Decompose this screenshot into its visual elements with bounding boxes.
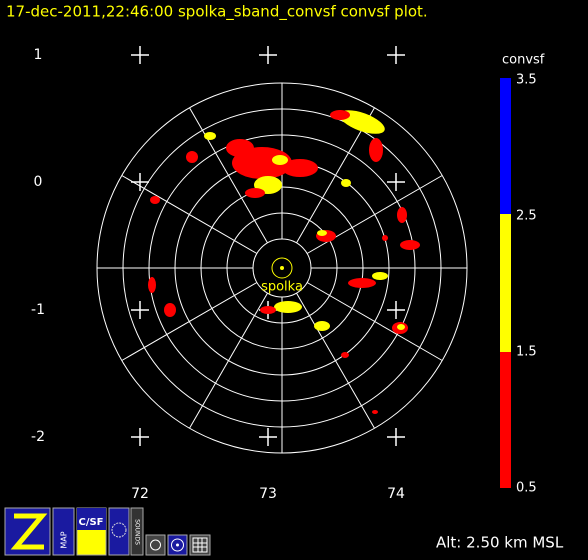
x-label: 72	[131, 486, 149, 502]
echo	[369, 138, 383, 162]
button-icon	[176, 543, 179, 547]
button-label: SOUNDS	[134, 519, 141, 545]
colorbar-label: 0.5	[516, 481, 537, 496]
radial-line	[306, 282, 443, 361]
echo	[372, 410, 378, 414]
zoom-icon	[10, 513, 48, 550]
view-button[interactable]	[145, 534, 166, 556]
x-label: 73	[259, 486, 277, 502]
echo	[186, 151, 198, 163]
map-button[interactable]: MAP	[52, 507, 75, 556]
toolbar: MAP C/SF SOUNDS	[4, 507, 211, 556]
zoom-button[interactable]	[4, 507, 51, 556]
colorbar-segment	[500, 214, 511, 352]
radial-line	[189, 292, 268, 429]
echo	[274, 301, 302, 313]
view-button[interactable]	[167, 534, 188, 556]
button-icon	[171, 538, 184, 552]
title: 17-dec-2011,22:46:00 spolka_sband_convsf…	[6, 3, 428, 22]
echo	[164, 303, 176, 317]
button-bg	[52, 507, 75, 556]
station-label: spolka	[261, 280, 303, 295]
echo	[260, 306, 276, 314]
echo	[148, 277, 156, 293]
x-label: 74	[387, 486, 405, 502]
csf-button[interactable]: C/SF	[76, 507, 107, 556]
button-bg	[108, 507, 130, 556]
echo	[317, 230, 327, 236]
colorbar-title: convsf	[502, 53, 545, 68]
radial-line	[296, 292, 375, 429]
ring-button[interactable]	[108, 507, 130, 556]
y-label: 0	[34, 174, 43, 190]
colorbar-segment	[500, 78, 511, 214]
colorbar-segment	[500, 352, 511, 488]
echo	[245, 188, 265, 198]
button-bg	[145, 534, 166, 556]
echo	[348, 278, 376, 288]
colorbar-label: 2.5	[516, 209, 537, 224]
echo	[272, 155, 288, 165]
radial-line	[121, 175, 258, 254]
colorbar-label: 3.5	[516, 73, 537, 88]
station-dot	[280, 266, 284, 270]
echo	[330, 110, 350, 120]
button-label: MAP	[60, 531, 69, 548]
y-label: -1	[31, 302, 45, 318]
echo	[226, 139, 254, 157]
echo	[397, 324, 405, 330]
echo	[204, 132, 216, 140]
button-icon	[150, 539, 161, 551]
echo	[341, 179, 351, 187]
button-label: C/SF	[78, 517, 103, 528]
echo	[314, 321, 330, 331]
station-marker	[271, 257, 293, 279]
y-label: -2	[31, 429, 45, 445]
echo	[339, 110, 385, 134]
button-bg	[130, 507, 144, 556]
echo	[372, 272, 388, 280]
echo	[400, 240, 420, 250]
echo	[150, 196, 160, 204]
echo	[382, 235, 388, 241]
y-label: 1	[34, 47, 43, 63]
colorbar-label: 1.5	[516, 345, 537, 360]
range-rings	[96, 82, 468, 454]
button-icon	[192, 537, 208, 553]
radial-line	[189, 107, 268, 244]
altitude: Alt: 2.50 km MSL	[436, 534, 564, 552]
echo	[282, 159, 318, 177]
button-bg	[189, 534, 211, 556]
echo	[341, 352, 349, 358]
grid-button[interactable]	[189, 534, 211, 556]
sounds-button[interactable]: SOUNDS	[130, 507, 144, 556]
echo	[397, 207, 407, 223]
radial-line	[121, 282, 258, 361]
button-icon	[111, 522, 127, 538]
echoes	[148, 110, 420, 414]
button-top	[77, 508, 106, 530]
